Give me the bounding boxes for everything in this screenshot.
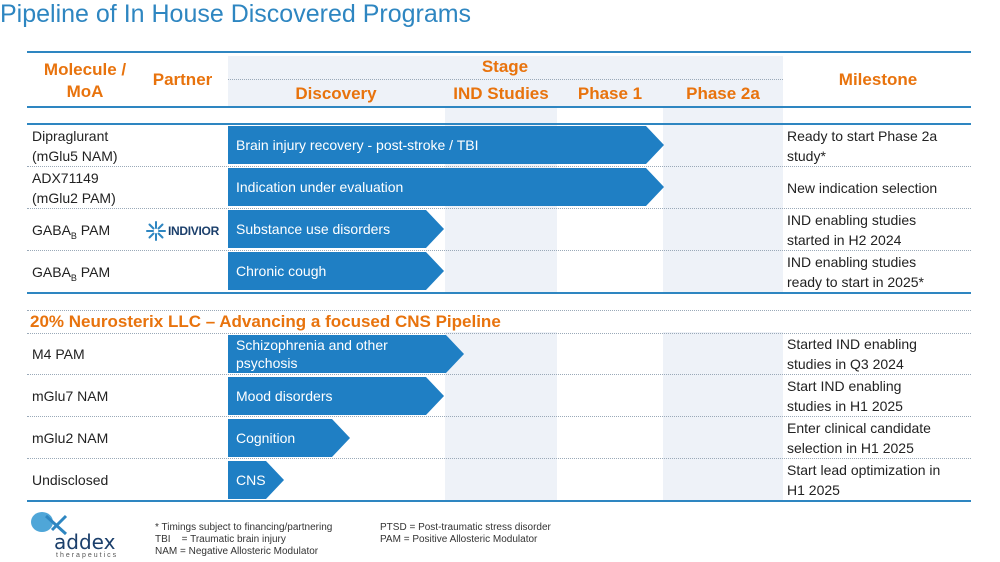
milestone-text: IND enabling studies started in H2 2024	[787, 212, 917, 248]
molecule-name: M4 PAM	[32, 346, 85, 362]
row-divider	[27, 374, 971, 375]
program-bar-head	[266, 461, 284, 499]
molecule-name: GABAB PAM	[32, 264, 111, 283]
row-divider	[27, 208, 971, 209]
molecule-name: Undisclosed	[32, 472, 109, 488]
program-bar-head	[426, 377, 444, 415]
row-divider	[27, 166, 971, 167]
logo-name: addex	[54, 530, 116, 554]
header-bottom-rule	[27, 106, 971, 108]
row-divider	[27, 250, 971, 251]
header-ind: IND Studies	[453, 84, 549, 103]
program-bar: Indication under evaluation	[228, 168, 646, 206]
molecule-name: GABAB PAM	[32, 222, 111, 241]
program-bar: Chronic cough	[228, 252, 426, 290]
section2-top-divider	[27, 310, 971, 311]
molecule-name: Dipraglurant (mGlu5 NAM)	[32, 128, 118, 164]
program-bar-head	[446, 335, 464, 373]
program-bar: Cognition	[228, 419, 332, 457]
header-milestone: Milestone	[838, 70, 918, 89]
header-phase1: Phase 1	[577, 84, 643, 103]
program-bar-head	[646, 168, 664, 206]
header-molecule: Molecule /	[43, 60, 127, 79]
milestone-text: IND enabling studies ready to start in 20…	[787, 254, 924, 290]
footnote-pam: PAM = Positive Allosteric Modulator	[380, 534, 538, 545]
header-moa: MoA	[66, 82, 104, 101]
logo-sub: therapeutics	[56, 552, 119, 559]
milestone-text: New indication selection	[787, 180, 938, 196]
partner-name: INDIVIOR	[168, 224, 219, 238]
row-divider	[27, 458, 971, 459]
molecule-name: ADX71149 (mGlu2 PAM)	[32, 170, 116, 206]
section2-title-divider	[27, 333, 971, 334]
footnote-ptsd: PTSD = Post-traumatic stress disorder	[380, 522, 551, 533]
addex-logo-icon	[31, 512, 68, 536]
row-divider	[27, 416, 971, 417]
section2-title: 20% Neurosterix LLC – Advancing a focuse…	[30, 312, 501, 331]
header-phase2a: Phase 2a	[686, 84, 760, 103]
program-bar: Brain injury recovery - post-stroke / TB…	[228, 126, 646, 164]
program-bar: Substance use disorders	[228, 210, 426, 248]
milestone-text: Started IND enabling studies in Q3 2024	[787, 336, 917, 372]
program-bar-head	[646, 126, 664, 164]
molecule-name: mGlu2 NAM	[32, 430, 109, 446]
footnote-timings: * Timings subject to financing/partnerin…	[155, 522, 333, 533]
section2-bottom-rule	[27, 500, 971, 502]
top-rule	[27, 51, 971, 53]
header-discovery: Discovery	[295, 84, 377, 103]
milestone-text: Ready to start Phase 2a study*	[787, 128, 938, 164]
stage-header-shade	[228, 56, 783, 106]
stage-divider	[228, 79, 783, 80]
program-bar: Mood disorders	[228, 377, 426, 415]
section-band-shade	[228, 292, 783, 332]
program-bar-head	[426, 252, 444, 290]
program-bar-head	[426, 210, 444, 248]
program-bar: CNS	[228, 461, 266, 499]
section1-top-rule	[27, 123, 971, 125]
milestone-text: Enter clinical candidate selection in H1 …	[787, 420, 931, 456]
footnote-nam: NAM = Negative Allosteric Modulator	[155, 546, 319, 557]
header-partner: Partner	[152, 70, 213, 89]
phase2a-column-shade	[663, 56, 783, 500]
section1-bottom-rule	[27, 292, 971, 294]
header-stage: Stage	[481, 57, 529, 76]
program-bar-head	[332, 419, 350, 457]
molecule-name: mGlu7 NAM	[32, 388, 109, 404]
milestone-text: Start lead optimization in H1 2025	[787, 462, 941, 498]
indivior-logo-icon	[146, 221, 166, 241]
footnote-tbi: TBI = Traumatic brain injury	[155, 534, 286, 545]
company-logo: addex therapeutics	[28, 510, 128, 560]
page-title: Pipeline of In House Discovered Programs	[0, 0, 472, 28]
program-bar: Schizophrenia and other psychosis	[228, 335, 446, 373]
partner-logo: INDIVIOR	[146, 221, 219, 241]
milestone-text: Start IND enabling studies in H1 2025	[787, 378, 903, 414]
